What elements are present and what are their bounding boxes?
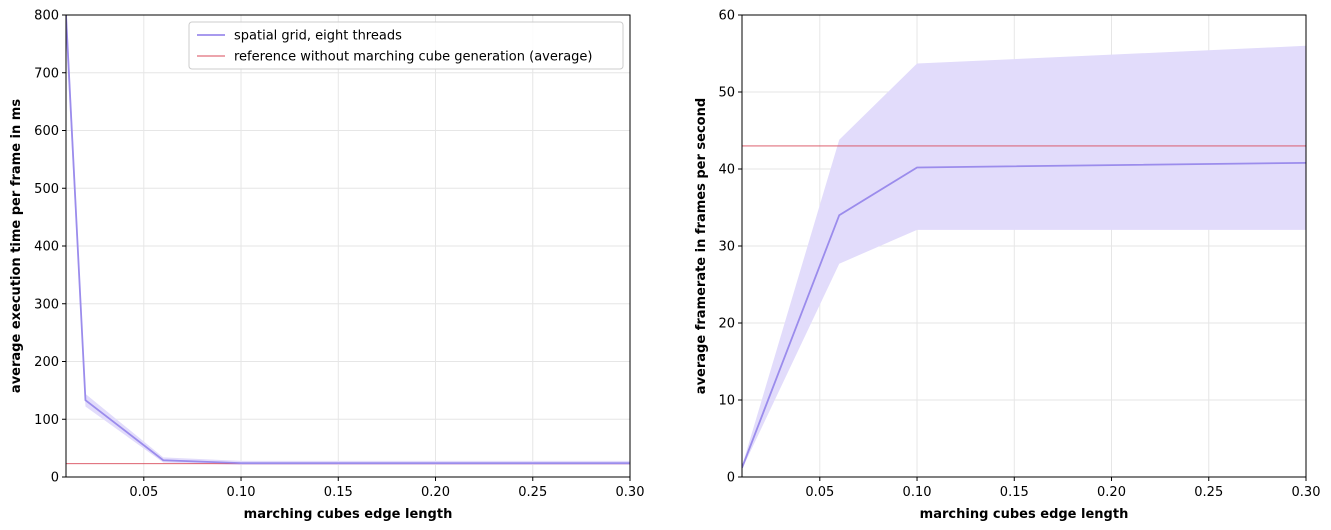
- x-tick-label: 0.15: [324, 485, 353, 500]
- y-tick-label: 400: [34, 240, 59, 255]
- x-tick-label: 0.30: [616, 485, 645, 500]
- x-tick-label: 0.05: [129, 485, 158, 500]
- confidence-band: [742, 45, 1306, 470]
- x-tick-label: 0.30: [1292, 485, 1321, 500]
- x-tick-label: 0.15: [1000, 485, 1029, 500]
- series-line: [66, 15, 630, 465]
- y-tick-label: 100: [34, 413, 59, 428]
- x-tick-label: 0.25: [518, 485, 547, 500]
- x-axis-label: marching cubes edge length: [920, 507, 1129, 522]
- y-tick-label: 200: [34, 355, 59, 370]
- legend: spatial grid, eight threads reference wit…: [188, 21, 624, 70]
- y-tick-label: 300: [34, 297, 59, 312]
- y-tick-label: 30: [718, 240, 735, 255]
- y-tick-label: 800: [34, 9, 59, 24]
- y-axis-label: average framerate in frames per second: [694, 98, 709, 394]
- x-tick-label: 0.25: [1194, 485, 1223, 500]
- y-tick-label: 600: [34, 124, 59, 139]
- framerate-chart: 0.05 0.10 0.15 0.20 0.25 0.30 0 10 20 30 40 50 60 mar…: [694, 9, 1320, 523]
- y-tick-label: 10: [718, 394, 735, 409]
- y-tick-label: 40: [718, 163, 735, 178]
- legend-label: reference without marching cube generati…: [234, 50, 592, 65]
- legend-box: [188, 21, 624, 70]
- y-tick-label: 0: [51, 471, 59, 486]
- plot-area: [742, 45, 1306, 470]
- confidence-band: [66, 15, 630, 465]
- series-line: [742, 161, 1306, 469]
- x-tick-label: 0.10: [903, 485, 932, 500]
- x-tick-label: 0.10: [227, 485, 256, 500]
- y-axis-label: average execution time per frame in ms: [9, 99, 24, 393]
- y-tick-label: 700: [34, 66, 59, 81]
- y-tick-label: 500: [34, 182, 59, 197]
- plot-area: [66, 15, 630, 465]
- y-tick-label: 0: [727, 471, 735, 486]
- y-tick-label: 20: [718, 317, 735, 332]
- execution-time-chart: 0.05 0.10 0.15 0.20 0.25 0.30 0 100 200 300 400 500…: [9, 9, 645, 523]
- x-axis-label: marching cubes edge length: [244, 507, 453, 522]
- x-tick-label: 0.05: [805, 485, 834, 500]
- x-tick-label: 0.20: [1097, 485, 1126, 500]
- legend-label: spatial grid, eight threads: [234, 29, 402, 44]
- x-tick-label: 0.20: [421, 485, 450, 500]
- y-tick-label: 50: [718, 86, 735, 101]
- y-tick-label: 60: [718, 9, 735, 24]
